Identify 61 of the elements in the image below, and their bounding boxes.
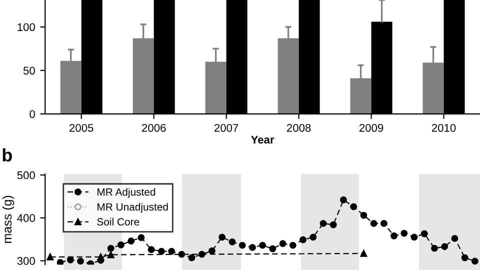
point [128,238,135,244]
point [188,254,196,262]
point [238,242,246,249]
y-tick-label: 0 [30,110,35,118]
point [350,203,358,210]
point [380,220,388,227]
point [158,248,165,255]
point [300,236,306,244]
point [148,246,155,254]
y-tick-label: 100 [18,23,35,32]
point [451,234,458,242]
point [77,258,84,265]
point [441,243,448,250]
point [289,242,296,249]
legend-label: MR Unadjusted [98,202,168,213]
legend-label: Soil Core [97,218,140,226]
point [471,258,478,265]
point [320,220,327,227]
point [410,234,418,241]
point [66,256,74,264]
point [46,253,54,260]
x-tick-label: 2005 [70,124,94,132]
point [461,254,468,262]
y-tick-label: 500 [17,171,35,180]
point [138,234,145,242]
point [228,238,236,246]
point [360,212,368,219]
x-tick-label: 2009 [359,124,384,132]
chart-title: b [2,148,12,162]
y-axis-title: mass (g) [2,196,14,243]
point [400,230,408,237]
point [248,244,256,251]
x-tick-label: 2007 [214,124,238,132]
x-tick-label: 2010 [432,124,456,132]
point [97,253,104,260]
y-tick-label: 50 [23,66,35,75]
point [340,196,347,204]
point [168,248,176,255]
point [218,234,226,241]
point [259,242,266,249]
point [330,221,337,228]
point [107,244,114,252]
legend-label: MR Adjusted [98,188,156,198]
x-tick-label: 2008 [287,124,311,132]
point [269,245,276,252]
point [56,258,64,265]
point [370,220,378,227]
x-axis-title: Year [251,136,274,144]
point [107,251,114,258]
point [279,240,286,248]
point [420,230,428,238]
point [208,247,216,254]
point [431,244,438,252]
point [310,234,317,241]
point [178,250,186,258]
point [390,232,398,240]
point [118,241,124,248]
y-tick-label: 400 [17,214,35,222]
point [360,250,368,257]
y-tick-label: 300 [17,257,35,265]
x-tick-label: 2006 [142,124,166,132]
